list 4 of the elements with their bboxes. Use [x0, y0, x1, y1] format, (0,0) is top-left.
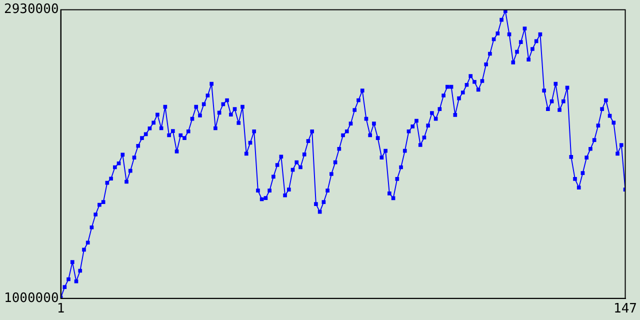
y-tick-label: 2930000 [4, 2, 59, 18]
y-tick-label: 1000000 [4, 290, 59, 306]
x-tick-label: 147 [614, 302, 637, 317]
x-tick-label: 1 [56, 302, 65, 317]
